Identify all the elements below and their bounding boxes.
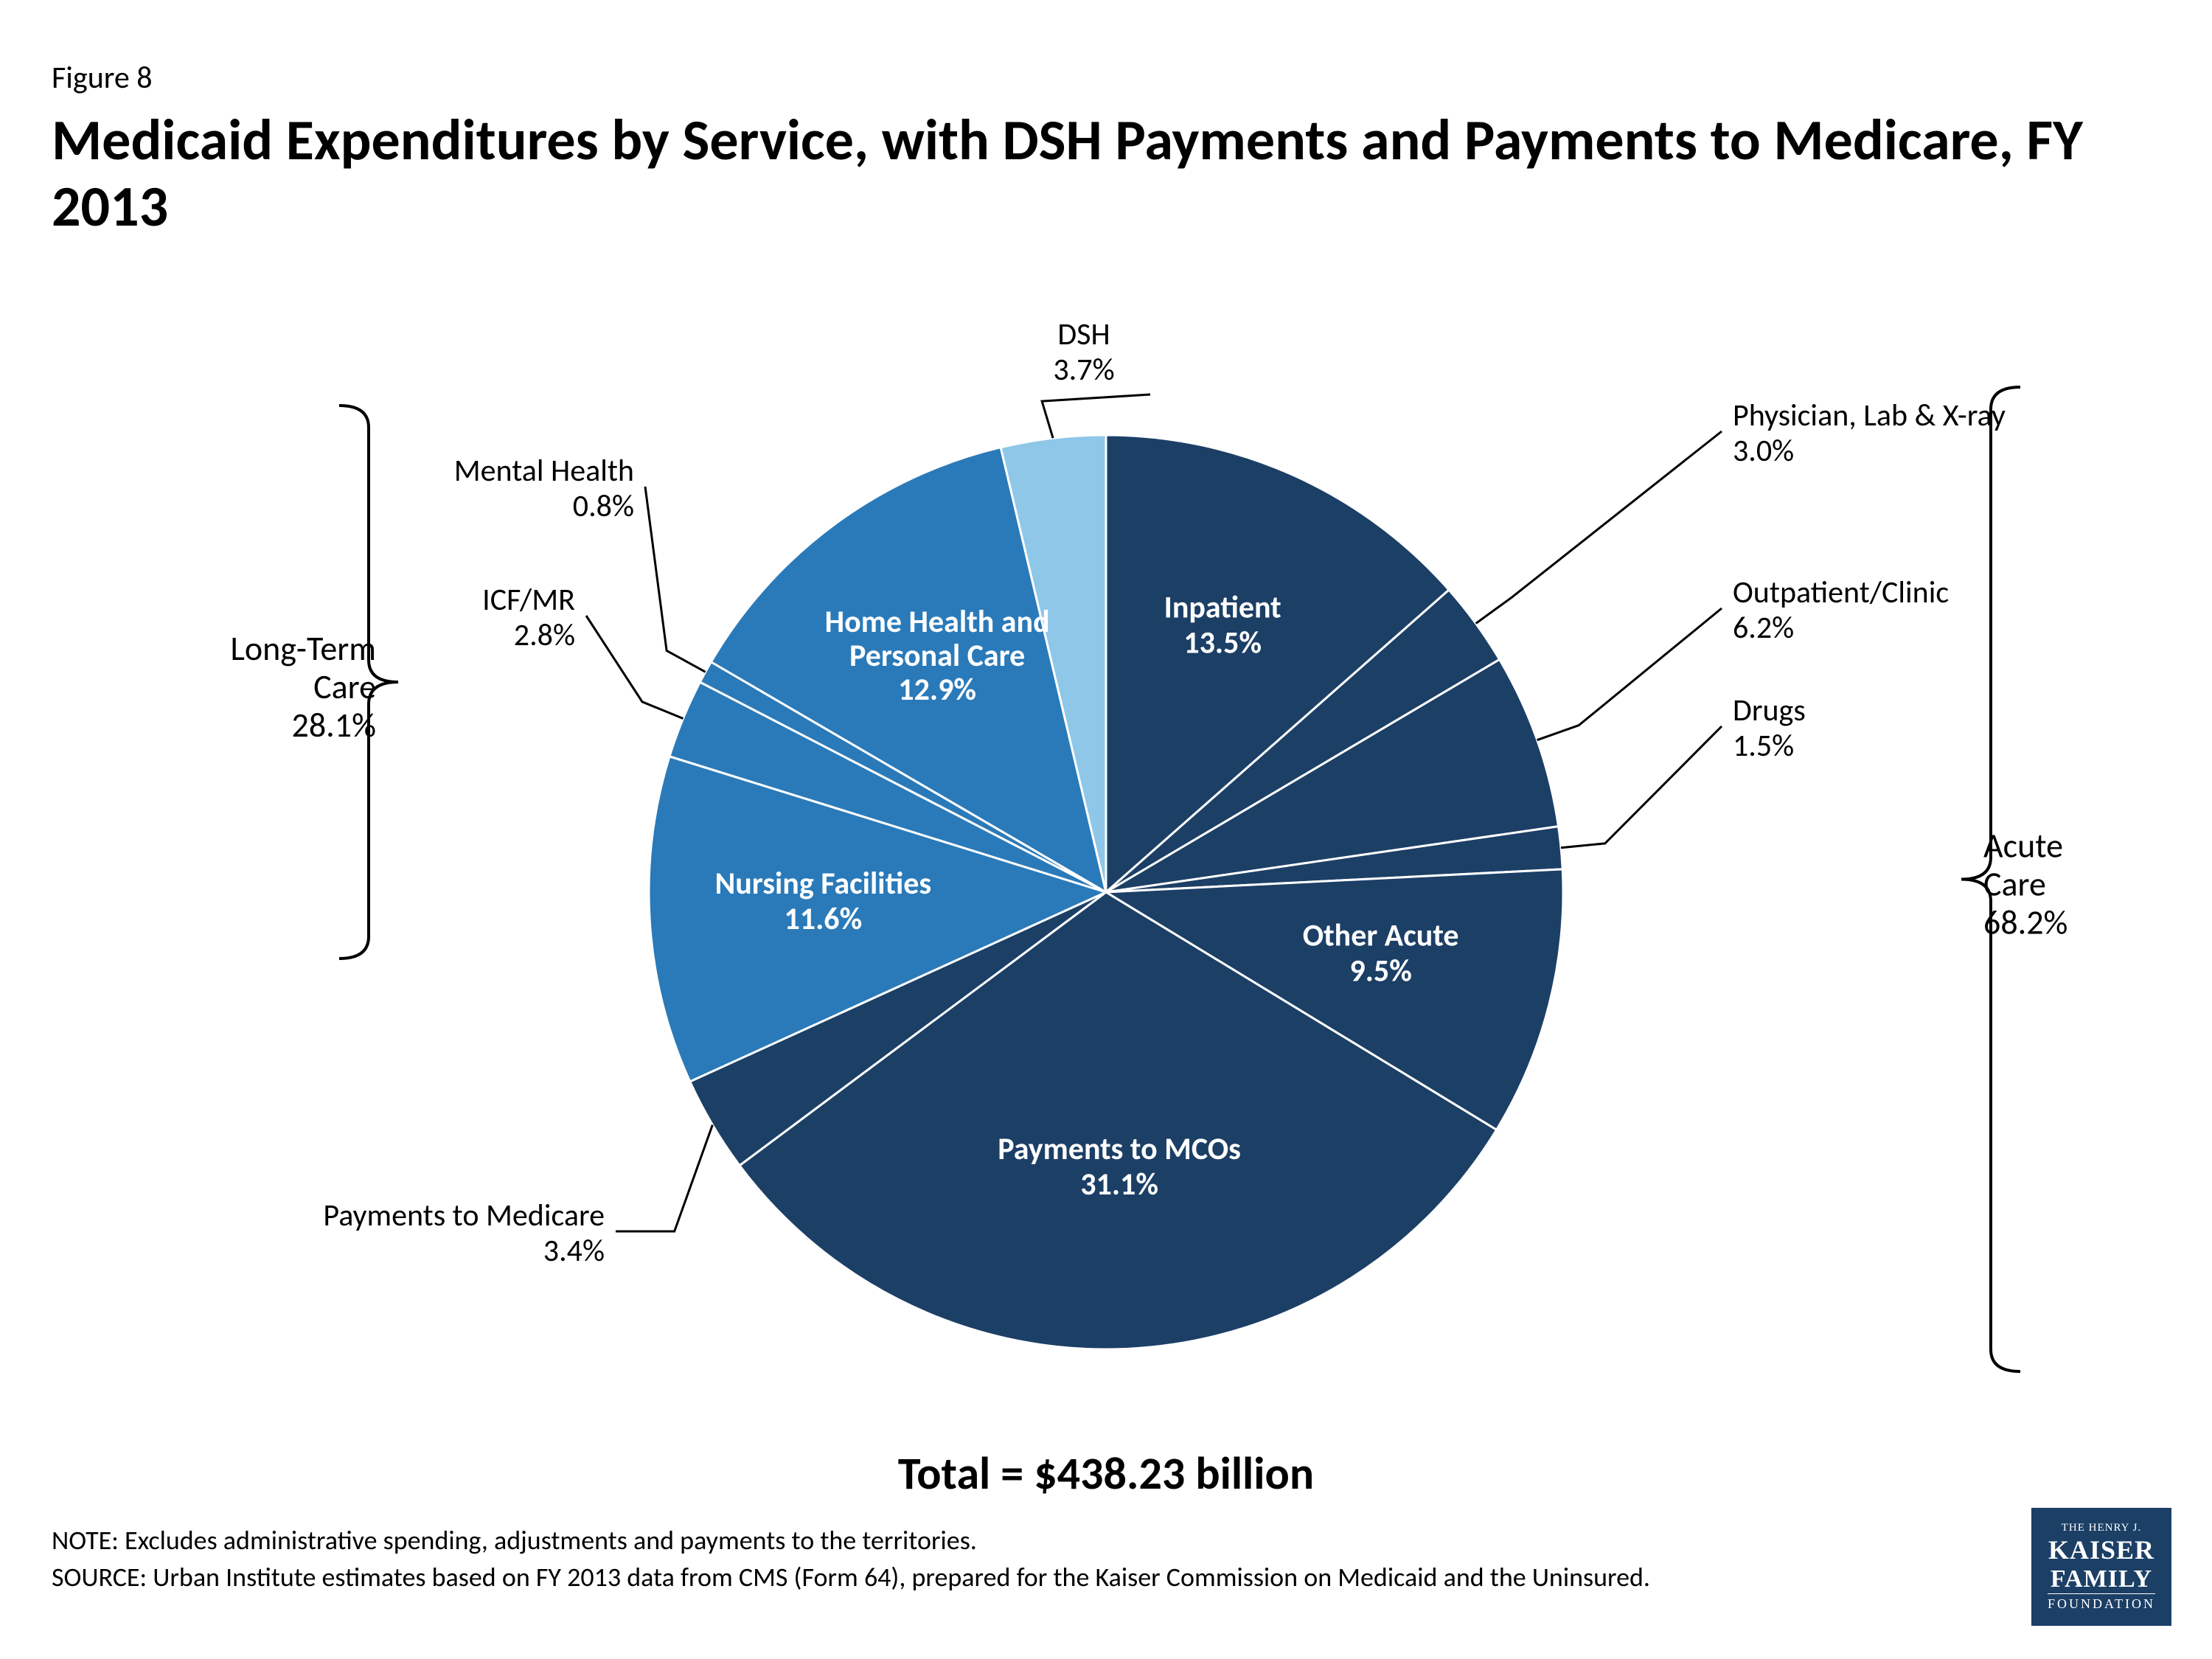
kaiser-logo: THE HENRY J. KAISER FAMILY FOUNDATION xyxy=(2031,1508,2171,1626)
leader-line xyxy=(586,616,683,719)
total-label: Total = $438.23 billion xyxy=(0,1445,2212,1501)
slice-label: Drugs1.5% xyxy=(1733,692,1806,765)
leader-line xyxy=(645,487,706,672)
slice-label: DSH3.7% xyxy=(1053,317,1114,389)
leader-line xyxy=(616,1125,712,1231)
slice-label: Mental Health0.8% xyxy=(454,452,634,525)
leader-line xyxy=(1476,431,1722,624)
leader-line xyxy=(1561,726,1722,848)
chart-title: Medicaid Expenditures by Service, with D… xyxy=(52,107,2116,239)
slice-label: Payments to Medicare3.4% xyxy=(323,1197,605,1270)
slice-label: ICF/MR2.8% xyxy=(482,581,575,654)
slice-label: Outpatient/Clinic6.2% xyxy=(1733,574,1949,647)
figure-number: Figure 8 xyxy=(52,59,153,97)
leader-line xyxy=(1042,394,1150,438)
leader-line xyxy=(1537,608,1722,740)
slice-label: Physician, Lab & X-ray3.0% xyxy=(1733,397,2006,470)
pie-chart: Inpatient13.5%Physician, Lab & X-ray3.0%… xyxy=(0,317,2212,1467)
group-label: Long-TermCare28.1% xyxy=(231,628,377,746)
group-label: AcuteCare68.2% xyxy=(1983,826,2067,944)
note-text: NOTE: Excludes administrative spending, … xyxy=(52,1523,977,1559)
source-text: SOURCE: Urban Institute estimates based … xyxy=(52,1559,1650,1596)
